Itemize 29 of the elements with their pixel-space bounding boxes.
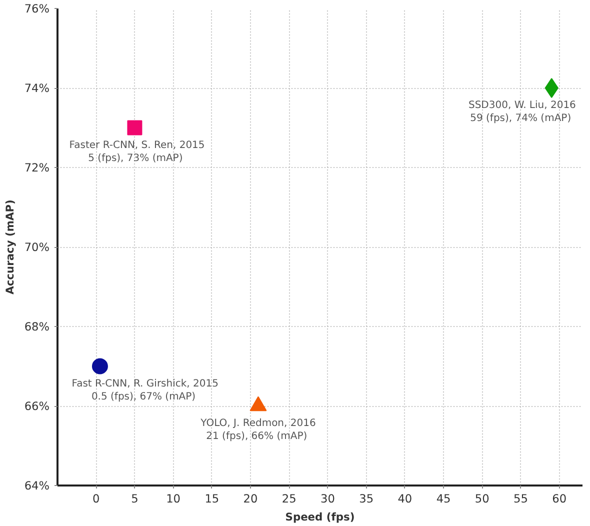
x-tick-label: 20 [243,492,258,506]
x-tick-label: 25 [282,492,296,506]
annotation: SSD300, W. Liu, 2016 59 (fps), 74% (mAP) [468,100,576,124]
x-tick-label: 60 [552,492,567,506]
x-tick-label: 0 [92,492,100,506]
x-tick-label: 10 [166,492,181,506]
x-tick-label: 35 [359,492,374,506]
x-tick-label: 45 [436,492,451,506]
x-tick-label: 50 [474,492,490,506]
y-tick-label: 68% [24,320,50,334]
x-tick-label: 55 [514,492,528,506]
x-axis-title: Speed (fps) [285,510,355,524]
y-tick-label: 70% [24,240,50,254]
y-tick-label: 64% [24,478,50,492]
annotation: Fast R-CNN, R. Girshick, 2015 0.5 (fps), 67% (mAP) [72,378,218,402]
y-tick-label: 66% [24,399,50,413]
annotation: Faster R-CNN, S. Ren, 2015 5 (fps), 73% (mAP) [69,140,205,164]
point [544,78,558,98]
x-tick-label: 40 [398,492,412,506]
y-tick-label: 74% [24,81,50,95]
x-tick-label: 30 [320,492,335,506]
point [127,120,142,136]
y-tick-label: 76% [24,2,50,16]
annotation: YOLO, J. Redmon, 2016 21 (fps), 66% (mAP) [200,418,316,442]
x-tick-label: 5 [131,492,138,506]
point [250,396,267,412]
y-axis-title: Accuracy (mAP) [3,200,16,294]
y-tick-label: 72% [24,160,50,174]
x-tick-label: 15 [204,492,220,506]
